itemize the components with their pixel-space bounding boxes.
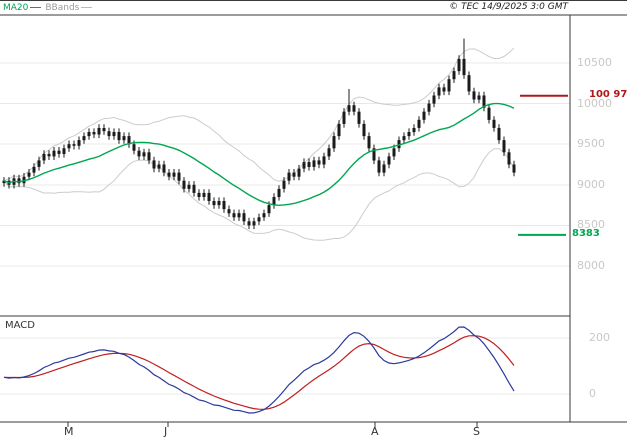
macd-axis-label: 200 [589,331,610,344]
month-label: A [371,425,379,438]
macd-panel-label: MACD [5,320,35,331]
bbands-line-sample-icon [81,7,93,8]
bollinger-lower-band [3,148,515,241]
resistance-level-label: 100 97 [589,88,627,100]
candles-layer [2,38,516,230]
legend-bbands-label: BBands [45,3,80,13]
price-axis-label: 10500 [577,56,612,69]
copyright-text: © TEC 14/9/2025 3:0 GMT [449,2,568,12]
ma20-line [3,102,515,207]
ma20-line-sample-icon [30,7,42,8]
price-axis-label: 10000 [577,96,612,110]
macd-line [3,326,515,414]
price-axis-label: 9000 [577,177,605,191]
month-label: S [473,425,480,438]
macd-axis-label: 0 [589,387,596,400]
bollinger-upper-band [3,47,515,182]
month-label: M [64,425,74,438]
macd-signal-line [3,335,515,410]
price-axis-label: 8500 [577,218,605,232]
indicator-legend: MA20 BBands [3,2,96,14]
price-axis-label: 8000 [577,259,605,272]
month-label: J [164,425,168,438]
support-level-label: 8383 [572,227,600,239]
price-axis-label: 9500 [577,137,605,151]
legend-ma20-label: MA20 [3,3,29,13]
